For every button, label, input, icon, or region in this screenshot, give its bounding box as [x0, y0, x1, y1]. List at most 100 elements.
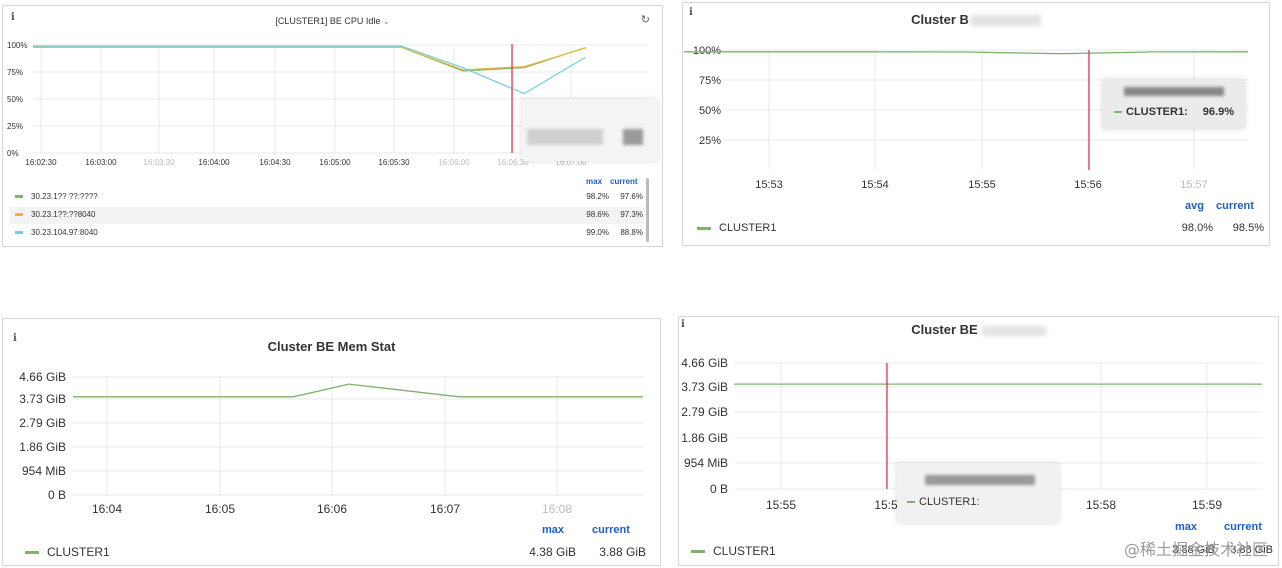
series-line: [33, 46, 586, 71]
info-icon[interactable]: i: [689, 7, 693, 18]
y-tick-label: 2.79 GiB: [681, 405, 728, 419]
cluster-mem-panel: 4.66 GiB 3.73 GiB 2.79 GiB 1.86 GiB 954 MiB 0…: [678, 316, 1279, 566]
cpu-idle-chart: 100% 75% 50% 25% 0% 16:02:30 16:03:00 16:03:30 1…: [7, 41, 647, 167]
series-line: [73, 383, 643, 398]
legend-label: 30.23.1?? ??:????: [31, 192, 98, 201]
legend-header-current[interactable]: current: [1224, 521, 1262, 533]
y-tick-label: 75%: [699, 75, 721, 87]
y-tick-label: 1.86 GiB: [681, 431, 728, 445]
legend-item[interactable]: CLUSTER1: [697, 222, 776, 234]
y-tick-label: 3.73 GiB: [681, 380, 728, 394]
x-tick-label: 16:03:00: [85, 158, 117, 167]
legend-header-current[interactable]: current: [592, 524, 630, 536]
x-tick-label: 15:5: [874, 498, 898, 512]
tooltip-series: CLUSTER1:: [1126, 106, 1188, 118]
legend-item[interactable]: 30.23.1??:??8040: [15, 210, 96, 219]
legend-header-max[interactable]: max: [542, 524, 565, 536]
legend-label: 30.23.1??:??8040: [31, 210, 96, 219]
y-tick-label: 75%: [7, 68, 23, 77]
legend-scrollbar[interactable]: [646, 178, 649, 242]
legend-swatch: [15, 195, 23, 199]
panel-title-text: Cluster BE: [911, 322, 978, 337]
y-tick-label: 0%: [7, 149, 19, 158]
info-icon[interactable]: i: [681, 319, 685, 330]
tooltip-value: 96.9%: [1202, 106, 1234, 118]
tooltip: [522, 99, 658, 161]
tooltip: CLUSTER1: 96.9%: [1102, 79, 1245, 129]
legend-max: 98.2%: [586, 192, 609, 201]
x-tick-label: 15:55: [766, 498, 796, 512]
tooltip-row: CLUSTER1: 96.9%: [1114, 106, 1234, 118]
legend-label: 30.23.104.97:8040: [31, 228, 98, 237]
x-tick-label: 16:06:00: [438, 158, 470, 167]
legend-header-max[interactable]: max: [1175, 521, 1198, 533]
legend-swatch: [697, 226, 711, 230]
legend-current: 3.88 GiB: [1230, 544, 1273, 556]
legend-item[interactable]: CLUSTER1: [691, 544, 776, 558]
legend-item[interactable]: 30.23.104.97:8040: [15, 228, 98, 237]
y-tick-label: 100%: [7, 41, 27, 50]
info-icon[interactable]: i: [11, 12, 15, 23]
legend-item[interactable]: 30.23.1?? ??:????: [15, 192, 98, 201]
legend-current: 97.6%: [620, 192, 643, 201]
x-tick-label: 16:02:30: [25, 158, 57, 167]
legend-current: 3.88 GiB: [599, 545, 646, 559]
y-tick-label: 0 B: [710, 482, 728, 496]
tooltip-swatch: [907, 501, 915, 504]
y-tick-label: 954 MiB: [22, 464, 66, 478]
legend-current: 97.3%: [620, 210, 643, 219]
x-tick-label: 16:05:30: [378, 158, 410, 167]
cpu-idle-panel: 100% 75% 50% 25% 0% 16:02:30 16:03:00 16:03:30 1…: [2, 5, 663, 247]
legend-swatch: [15, 231, 23, 235]
legend-swatch: [25, 551, 39, 555]
panel-title[interactable]: [CLUSTER1] BE CPU Idle ⌄: [3, 16, 662, 26]
mem-stat-panel: 4.66 GiB 3.73 GiB 2.79 GiB 1.86 GiB 954 MiB 0…: [2, 318, 661, 566]
legend-header-current[interactable]: current: [610, 177, 638, 186]
cluster-cpu-panel: 100% 75% 50% 25% 15:53 15:54 15:55 15:56 15:57 i…: [682, 2, 1270, 246]
y-tick-label: 4.66 GiB: [681, 356, 728, 370]
y-tick-label: 25%: [699, 135, 721, 147]
cluster-mem-chart: 4.66 GiB 3.73 GiB 2.79 GiB 1.86 GiB 954 MiB 0…: [681, 356, 1262, 512]
y-tick-label: 50%: [7, 95, 23, 104]
legend-current: 88.8%: [620, 228, 643, 237]
x-tick-label: 16:07:00: [555, 158, 587, 167]
tooltip: CLUSTER1:: [897, 463, 1059, 523]
x-tick-label: 16:04:00: [198, 158, 230, 167]
y-tick-label: 50%: [699, 105, 721, 117]
y-tick-label: 2.79 GiB: [19, 416, 66, 430]
refresh-icon[interactable]: ↻: [640, 14, 650, 26]
x-tick-label: 16:04:30: [259, 158, 291, 167]
redacted-text: [925, 475, 1035, 485]
y-tick-label: 954 MiB: [684, 456, 728, 470]
x-tick-label: 15:55: [968, 179, 996, 191]
chevron-down-icon[interactable]: ⌄: [382, 17, 390, 26]
x-tick-label: 15:54: [861, 179, 889, 191]
y-tick-label: 1.86 GiB: [19, 440, 66, 454]
legend-header-max[interactable]: max: [586, 177, 603, 186]
legend-row-bg: [9, 207, 645, 224]
redacted-text: [527, 129, 603, 145]
x-tick-label: 16:07: [430, 502, 460, 516]
panel-title-text: [CLUSTER1] BE CPU Idle: [275, 16, 381, 26]
redacted-text: [623, 129, 643, 145]
x-tick-label: 15:57: [1180, 179, 1208, 191]
legend-header-current[interactable]: current: [1216, 200, 1254, 212]
panel-title[interactable]: Cluster BE: [679, 322, 1278, 337]
x-tick-label: 16:08: [542, 502, 572, 516]
x-tick-label: 16:06: [317, 502, 347, 516]
panel-title[interactable]: Cluster BE Mem Stat: [267, 339, 396, 354]
legend-swatch: [15, 213, 23, 217]
legend-max: 3.88 GiB: [1172, 544, 1215, 556]
info-icon[interactable]: i: [13, 333, 17, 344]
y-tick-label: 100%: [693, 45, 721, 57]
legend-label: CLUSTER1: [47, 545, 110, 559]
legend-item[interactable]: CLUSTER1: [25, 545, 110, 559]
redacted-text: [981, 325, 1046, 336]
legend-header-avg[interactable]: avg: [1185, 200, 1204, 212]
y-tick-label: 4.66 GiB: [19, 370, 66, 384]
watermark: @稀土掘金技术社区: [1123, 540, 1268, 559]
series-line: [683, 51, 1249, 55]
panel-title[interactable]: Cluster B: [683, 12, 1269, 27]
panel-title-text: Cluster B: [911, 12, 969, 27]
x-tick-label: 16:05: [205, 502, 235, 516]
